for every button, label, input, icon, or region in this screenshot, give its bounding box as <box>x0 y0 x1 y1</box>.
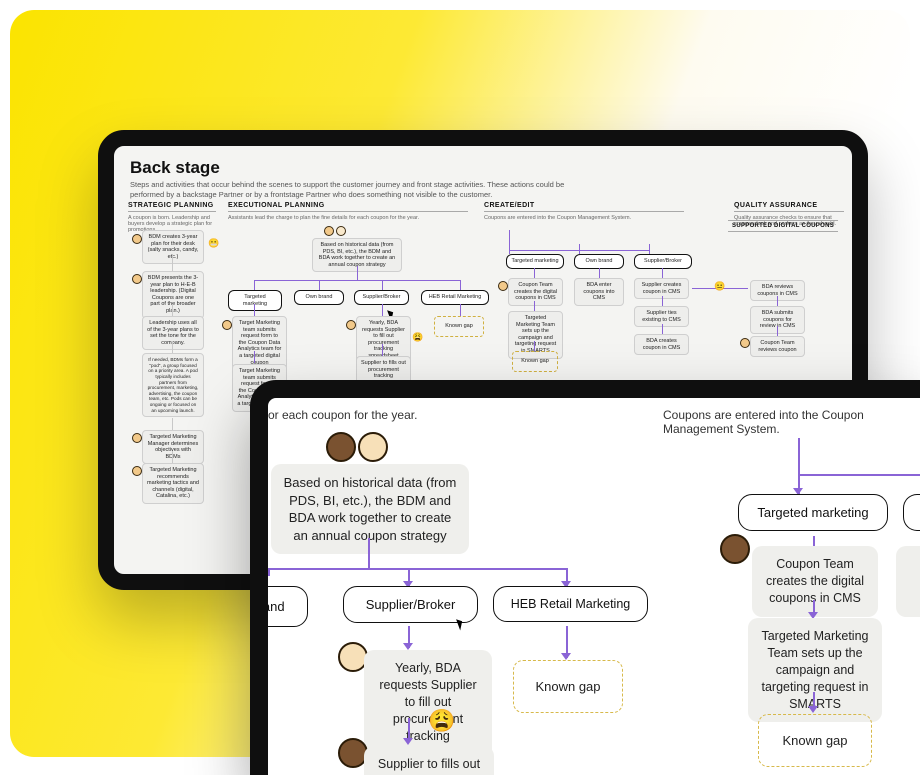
row-brand-node: brand <box>250 586 308 627</box>
avatar-coupon-team-icon <box>720 534 750 564</box>
arrowhead-icon <box>403 738 413 745</box>
col-strategic-head: STRATEGIC PLANNING <box>128 202 216 212</box>
connector-line <box>254 304 255 316</box>
create-row-node: Supplier/Broker <box>634 254 692 269</box>
avatar-icon <box>222 320 232 330</box>
arrowhead-icon <box>808 706 818 713</box>
strategic-node: Targeted Marketing recommends marketing … <box>142 463 204 504</box>
create-known-gap: Known gap <box>512 351 558 372</box>
connector-line <box>172 254 173 271</box>
connector-line <box>368 538 370 568</box>
connector-line <box>579 244 580 254</box>
arrowhead-icon <box>403 643 413 650</box>
emoji-icon: 😩 <box>412 332 423 343</box>
connector-line <box>382 304 383 316</box>
connector-line <box>172 418 173 430</box>
connector-line <box>798 438 800 494</box>
col-exec-sub: Assistants lead the charge to plan the f… <box>228 215 448 221</box>
qa-node: Coupon Team reviews coupon <box>750 336 805 357</box>
avatar-icon <box>336 226 346 236</box>
connector-line <box>534 301 535 311</box>
right-known-gap-node: Known gap <box>758 714 872 767</box>
col-create-sub: Coupons are entered into the Coupon Mana… <box>484 215 684 221</box>
left-caption: or each coupon for the year. <box>268 408 417 422</box>
create-row-node: Own brand <box>574 254 624 269</box>
connector-line <box>254 280 460 281</box>
row-heb-node: HEB Retail Marketing <box>493 586 648 622</box>
supplier-fills-node: Supplier to fills out procurement tracki… <box>364 746 494 775</box>
right-own-node: Own b <box>903 494 920 531</box>
connector-line <box>268 568 270 576</box>
connector-line <box>172 341 173 353</box>
arrowhead-icon <box>561 653 571 660</box>
exec-node: Target Marketing team submits request fo… <box>232 316 287 370</box>
connector-line <box>599 268 600 278</box>
right-targeted-node: Targeted marketing <box>738 494 888 531</box>
exec-row-node: Targeted marketing <box>228 290 282 311</box>
exec-row-node: Supplier/Broker <box>354 290 409 305</box>
connector-line <box>382 280 383 290</box>
back-subtitle: Steps and activities that occur behind t… <box>130 180 590 200</box>
create-node: BDA enter coupons into CMS <box>574 278 624 306</box>
right-bda-enter-node: BDA enter into C <box>896 546 920 617</box>
connector-line <box>382 344 383 356</box>
avatar-icon <box>740 338 750 348</box>
right-coupon-team-node: Coupon Team creates the digital coupons … <box>752 546 878 617</box>
connector-line <box>534 268 535 278</box>
connector-line <box>662 268 663 278</box>
connector-line <box>534 341 535 351</box>
col-create-head: CREATE/EDIT <box>484 202 684 212</box>
avatar-icon <box>324 226 334 236</box>
connector-line <box>357 266 358 280</box>
avatar-icon <box>132 433 142 443</box>
emoji-icon: 😬 <box>208 238 219 249</box>
create-node: BDA creates coupon in CMS <box>634 334 689 355</box>
avatar-icon <box>132 234 142 244</box>
connector-line <box>172 304 173 316</box>
connector-line <box>662 324 663 334</box>
create-node: Coupon Team creates the digital coupons … <box>508 278 563 306</box>
connector-line <box>777 296 778 306</box>
exec-known-gap: Known gap <box>434 316 484 337</box>
connector-line <box>798 474 920 476</box>
emoji-weary-icon: 😩 <box>428 708 455 734</box>
col-qa-head: QUALITY ASSURANCE <box>734 202 844 212</box>
tablet-front: or each coupon for the year. Coupons are… <box>250 380 920 775</box>
avatar-icon <box>498 281 508 291</box>
exec-row-node: Own brand <box>294 290 344 305</box>
emoji-icon: 😐 <box>714 281 725 292</box>
connector-line <box>460 280 461 290</box>
connector-line <box>777 326 778 336</box>
connector-line <box>254 351 255 363</box>
strategic-node: If needed, BDMs form a "pod", a group fo… <box>142 353 204 417</box>
connector-line <box>172 451 173 463</box>
connector-line <box>460 304 461 316</box>
known-gap-node: Known gap <box>513 660 623 713</box>
strategic-node: BDM creates 3-year plan for their desk (… <box>142 230 204 264</box>
col-exec-head: EXECUTIONAL PLANNING <box>228 202 468 212</box>
strategic-node: Leadership uses all of the 3-year plans … <box>142 316 204 350</box>
avatar-icon <box>132 274 142 284</box>
avatar-icon <box>132 466 142 476</box>
strategic-node: BDM presents the 3-year plan to H-E-B le… <box>142 271 204 319</box>
right-caption: Coupons are entered into the Coupon Mana… <box>663 408 920 436</box>
strategic-node: Targeted Marketing Manager determines ob… <box>142 430 204 464</box>
connector-line <box>813 536 815 546</box>
avatar-bda-icon <box>358 432 388 462</box>
connector-line <box>662 296 663 306</box>
exec-row-node: HEB Retail Marketing <box>421 290 489 305</box>
supported-label: SUPPORTED DIGITAL COUPONS <box>728 220 838 232</box>
avatar-bdm-icon <box>326 432 356 462</box>
connector-line <box>649 244 650 254</box>
back-title: Back stage <box>130 158 836 178</box>
connector-line <box>268 568 568 570</box>
connector-line <box>254 280 255 290</box>
avatar-icon <box>346 320 356 330</box>
main-strategy-node: Based on historical data (from PDS, BI, … <box>271 464 469 554</box>
connector-line <box>319 280 320 290</box>
create-row-node: Targeted marketing <box>506 254 564 269</box>
